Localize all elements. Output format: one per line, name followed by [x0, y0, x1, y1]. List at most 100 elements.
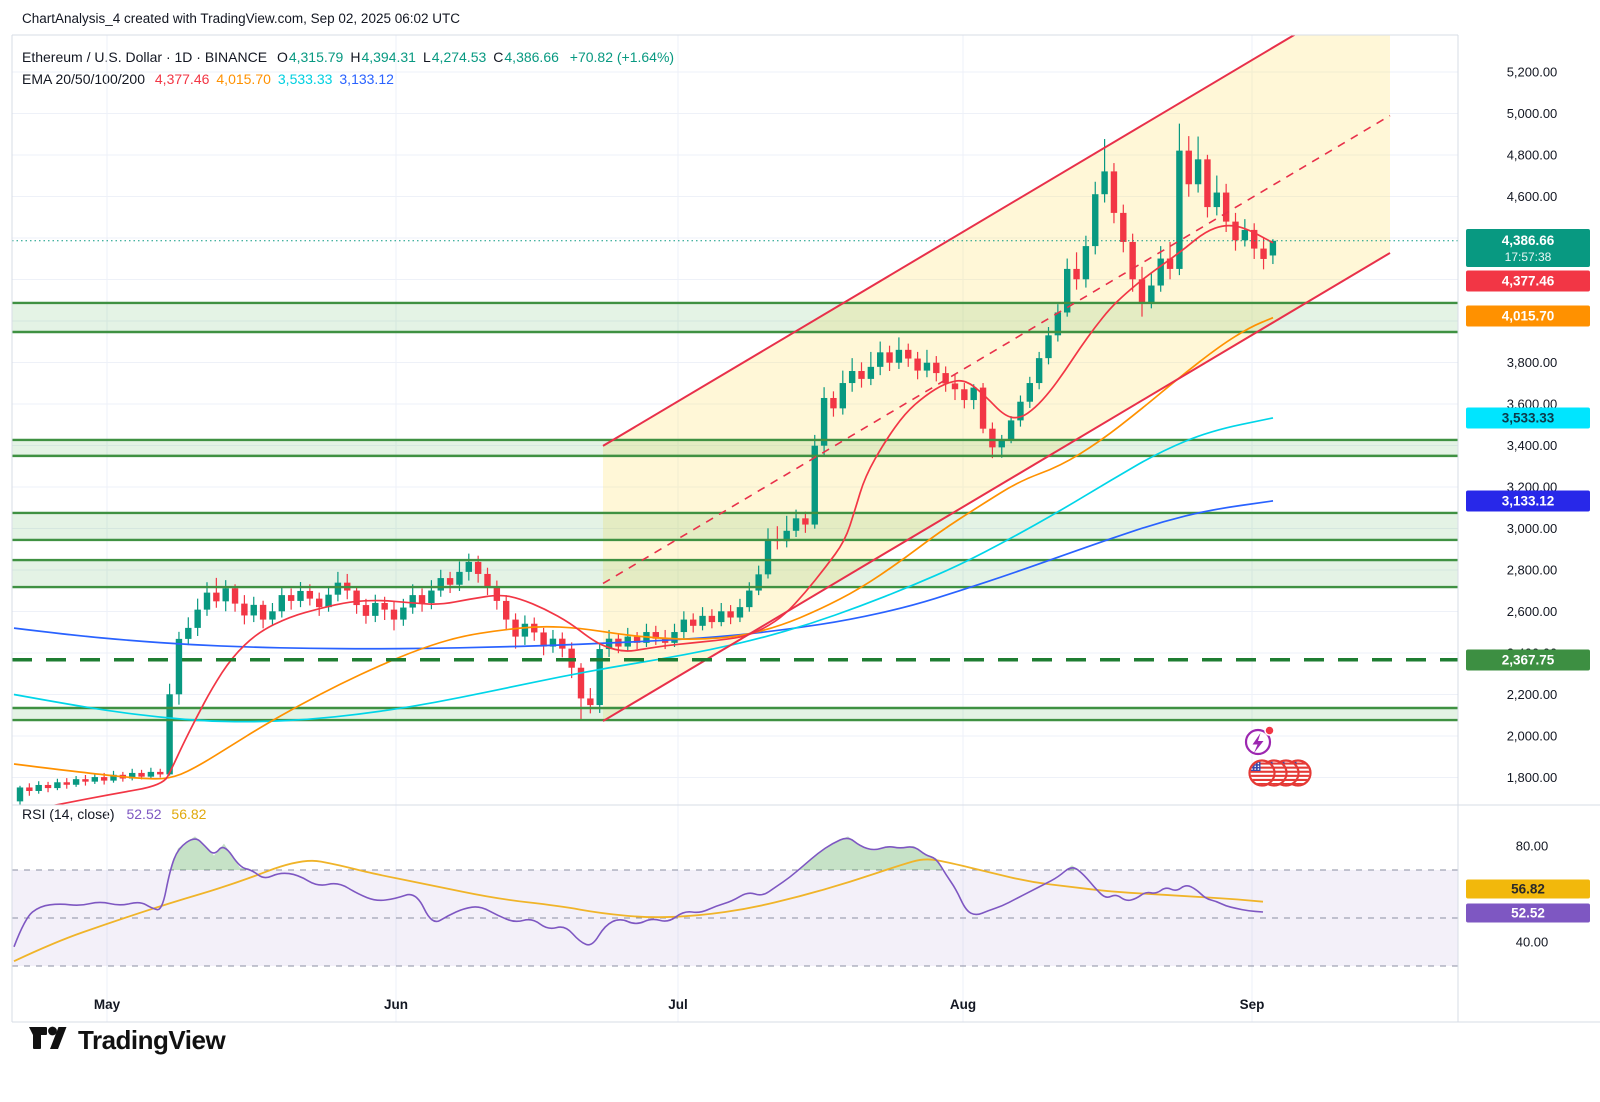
candle [400, 598, 407, 626]
candle-body [185, 627, 192, 639]
flag-stripe [1262, 762, 1286, 765]
candle [1176, 123, 1183, 276]
month-label[interactable]: May [94, 997, 121, 1012]
flag-stripe [1250, 783, 1274, 785]
month-label[interactable]: Sep [1240, 997, 1265, 1012]
ema-number: 3,533.33 [277, 71, 333, 87]
rsi-tick-label[interactable]: 80.00 [1516, 839, 1549, 854]
price-tick-label[interactable]: 3,000.00 [1507, 521, 1558, 536]
rsi-overbought-fill [798, 836, 944, 870]
candle-body [16, 787, 24, 802]
axis-label-price: 4,015.70 [1502, 309, 1555, 324]
candle-body [680, 619, 688, 633]
event-lightning-icon[interactable] [1244, 725, 1275, 756]
candle-body [605, 638, 613, 650]
candle-body [1073, 268, 1080, 280]
rsi-overbought-fill [170, 836, 252, 870]
price-tick-label[interactable]: 4,800.00 [1507, 148, 1558, 163]
candle [185, 617, 192, 646]
rsi-ma-value: 56.82 [171, 806, 207, 822]
axis-label-price: 2,367.75 [1502, 653, 1555, 668]
symbol-header[interactable]: Ethereum / U.S. Dollar · 1D · BINANCE O4… [22, 49, 674, 65]
symbol-title[interactable]: Ethereum / U.S. Dollar · 1D · BINANCE [22, 49, 268, 65]
candle [213, 577, 220, 608]
tradingview-logo-text: TradingView [78, 1024, 226, 1055]
candle-body [1251, 229, 1258, 249]
candle-body [437, 578, 444, 591]
month-label[interactable]: Jul [668, 997, 688, 1012]
candle [325, 586, 332, 612]
candle-body [531, 623, 538, 633]
candle [1092, 181, 1099, 255]
tradingview-logo[interactable]: TradingView [28, 1024, 226, 1056]
candle [951, 374, 959, 401]
change-value: +70.82 (+1.64%) [569, 49, 675, 65]
candle [942, 366, 949, 392]
candle-body [811, 445, 818, 525]
price-tick-label[interactable]: 2,800.00 [1507, 563, 1558, 578]
candle-body [587, 698, 594, 706]
price-tick-label[interactable]: 5,000.00 [1507, 106, 1558, 121]
rsi-tick-label[interactable]: 40.00 [1516, 935, 1549, 950]
axis-label-price: 3,133.12 [1502, 494, 1555, 509]
rsi-pane[interactable] [12, 836, 1458, 967]
candle-body [961, 389, 968, 401]
price-tick-label[interactable]: 3,400.00 [1507, 438, 1558, 453]
price-tick-label[interactable]: 2,000.00 [1507, 729, 1558, 744]
event-icons[interactable] [1244, 725, 1312, 787]
candle [736, 598, 744, 623]
price-tick-label[interactable]: 2,200.00 [1507, 687, 1558, 702]
candle [157, 768, 164, 778]
candle-body [1007, 420, 1015, 440]
candle-body [1204, 159, 1211, 208]
candle-body [549, 638, 557, 647]
candle [129, 768, 136, 781]
price-tick-label[interactable]: 5,200.00 [1507, 65, 1558, 80]
price-axis[interactable]: 5,200.00 5,000.00 4,800.00 4,600.00 3,800.00… [94, 65, 1590, 1013]
candle [1204, 154, 1211, 218]
candle [44, 781, 52, 793]
flag-stripe [1286, 762, 1310, 765]
candle-body [1064, 268, 1071, 313]
month-label[interactable]: Aug [950, 997, 976, 1012]
axis-label-bg [1466, 490, 1590, 512]
candle [933, 356, 940, 382]
axis-label-bg [1466, 879, 1590, 899]
axis-label-bg [1466, 649, 1590, 671]
flag-star [1257, 768, 1260, 770]
candle [727, 605, 734, 625]
rsi-header[interactable]: RSI (14, close) 52.52 56.82 [22, 806, 206, 822]
candle-body [577, 667, 585, 699]
month-label[interactable]: Jun [384, 997, 408, 1012]
ohlc-letter: C [493, 49, 504, 65]
candle-body [222, 588, 229, 602]
price-tick-label[interactable]: 1,800.00 [1507, 770, 1558, 785]
candle-body [746, 590, 753, 608]
candle [914, 351, 921, 380]
us-flag-icon[interactable] [1250, 761, 1275, 786]
candle [783, 515, 790, 548]
candle-body [278, 595, 285, 612]
candle [1120, 204, 1127, 253]
candle-body [792, 518, 800, 531]
candle [222, 580, 229, 612]
ema-header[interactable]: EMA 20/50/100/200 4,377.46 4,015.70 3,533.… [22, 71, 401, 87]
price-tick-label[interactable]: 3,800.00 [1507, 355, 1558, 370]
axis-price-label: 3,133.12 [1466, 490, 1590, 512]
candle [708, 609, 716, 629]
candle-body [1260, 248, 1267, 259]
price-tick-label[interactable]: 4,600.00 [1507, 189, 1558, 204]
candle-body [708, 615, 716, 623]
ohlc-values: O4,315.79 H4,394.31 L4,274.53 C4,386.66 [277, 49, 566, 65]
flag-stripe [1274, 783, 1298, 785]
ema50-line [13, 316, 1274, 780]
candle-body [493, 586, 501, 601]
ohlc-number: 4,274.53 [431, 49, 487, 65]
candle-body [848, 371, 856, 384]
candle-body [353, 590, 360, 606]
candle-body [989, 428, 996, 448]
price-tick-label[interactable]: 2,600.00 [1507, 604, 1558, 619]
candle-body [764, 539, 772, 575]
candle-body [998, 439, 1005, 448]
